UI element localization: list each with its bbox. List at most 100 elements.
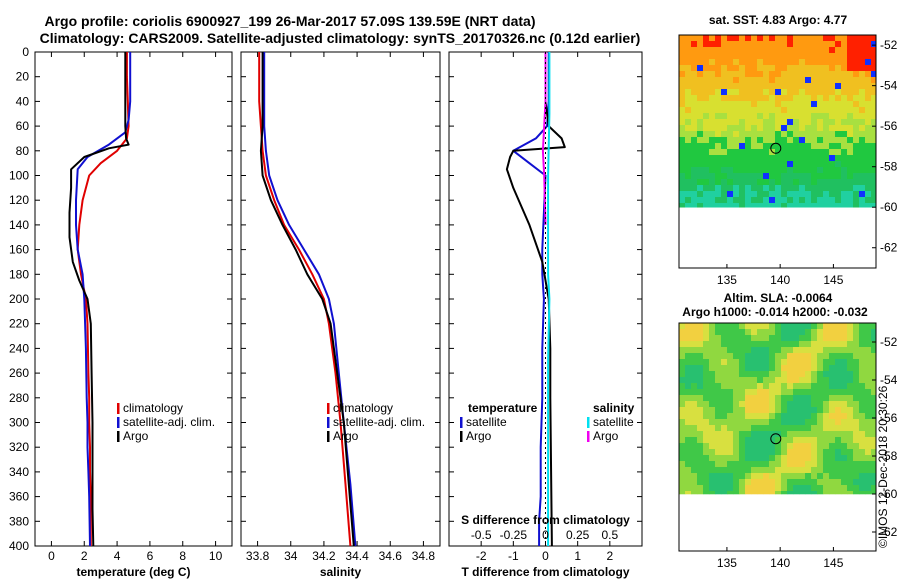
heatmap-cell (757, 173, 764, 180)
heatmap-cell (733, 377, 740, 384)
heatmap-cell (739, 83, 746, 90)
heatmap-cell (745, 425, 752, 432)
heatmap-cell (823, 425, 830, 432)
heatmap-cell (715, 401, 722, 408)
heatmap-cell (733, 419, 740, 426)
heatmap-cell (787, 35, 794, 42)
heatmap-cell (763, 89, 770, 96)
heatmap-cell (685, 35, 692, 42)
heatmap-cell (721, 71, 728, 78)
legend-label: satellite-adj. clim. (333, 415, 425, 429)
heatmap-cell (853, 179, 860, 186)
heatmap-cell (691, 149, 698, 156)
heatmap-cell (829, 467, 836, 474)
heatmap-cell (757, 83, 764, 90)
heatmap-cell (865, 101, 872, 108)
heatmap-cell (841, 323, 848, 330)
heatmap-cell (841, 101, 848, 108)
heatmap-cell (709, 323, 716, 330)
heatmap-cell (739, 371, 746, 378)
heatmap-cell (817, 83, 824, 90)
heatmap-cell (769, 461, 776, 468)
heatmap-cell (823, 203, 830, 208)
heatmap-cell (727, 419, 734, 426)
heatmap-cell (793, 341, 800, 348)
heatmap-cell (805, 179, 812, 186)
heatmap-cell (871, 143, 877, 150)
heatmap-cell (817, 203, 824, 208)
heatmap-cell (721, 377, 728, 384)
heatmap-cell (859, 155, 866, 162)
heatmap-cell (799, 161, 806, 168)
heatmap-cell (781, 473, 788, 480)
heatmap-cell (835, 395, 842, 402)
heatmap-cell (757, 383, 764, 390)
heatmap-cell (709, 155, 716, 162)
heatmap-cell (775, 413, 782, 420)
heatmap-cell (781, 131, 788, 138)
heatmap-cell (787, 401, 794, 408)
legend-label: climatology (333, 401, 393, 415)
heatmap-cell (805, 479, 812, 486)
heatmap-cell (775, 443, 782, 450)
heatmap-cell (745, 347, 752, 354)
heatmap-cell (733, 455, 740, 462)
heatmap-cell (763, 41, 770, 48)
heatmap-cell (853, 473, 860, 480)
heatmap-cell (811, 473, 818, 480)
heatmap-cell (841, 473, 848, 480)
heatmap-cell (823, 419, 830, 426)
top-tick-label: 0 (542, 528, 549, 542)
heatmap-cell (703, 173, 710, 180)
heatmap-cell (829, 485, 836, 492)
heatmap-cell (691, 143, 698, 150)
heatmap-cell (823, 149, 830, 156)
heatmap-cell (733, 137, 740, 144)
heatmap-cell (697, 113, 704, 120)
heatmap-cell (799, 65, 806, 72)
heatmap-cell (871, 419, 877, 426)
heatmap-cell (829, 77, 836, 84)
heatmap-cell (793, 359, 800, 366)
heatmap-cell (847, 329, 854, 336)
heatmap-cell (841, 59, 848, 66)
heatmap-cell (865, 419, 872, 426)
heatmap-cell (781, 485, 788, 492)
heatmap-cell (847, 53, 854, 60)
heatmap-cell (805, 329, 812, 336)
heatmap-cell (727, 155, 734, 162)
heatmap-cell (751, 95, 758, 102)
heatmap-cell (745, 377, 752, 384)
heatmap-cell (769, 83, 776, 90)
heatmap-cell (691, 365, 698, 372)
heatmap-cell (715, 179, 722, 186)
heatmap-cell (859, 371, 866, 378)
heatmap-cell (865, 413, 872, 420)
heatmap-cell (775, 59, 782, 66)
heatmap-cell (679, 107, 686, 114)
heatmap-cell (703, 119, 710, 126)
heatmap-cell (679, 185, 686, 192)
heatmap-cell (793, 125, 800, 132)
heatmap-cell (781, 89, 788, 96)
heatmap-cell (679, 353, 686, 360)
heatmap-cell (721, 101, 728, 108)
heatmap-cell (847, 347, 854, 354)
heatmap-cell (757, 59, 764, 66)
heatmap-cell (691, 137, 698, 144)
heatmap-cell (703, 167, 710, 174)
heatmap-cell (817, 419, 824, 426)
heatmap-cell (829, 137, 836, 144)
heatmap-cell (691, 77, 698, 84)
heatmap-cell (835, 371, 842, 378)
heatmap-cell (709, 167, 716, 174)
heatmap-cell (793, 65, 800, 72)
heatmap-cell (715, 89, 722, 96)
y-tick-label: 60 (16, 119, 30, 133)
heatmap-cell (787, 131, 794, 138)
heatmap-cell (757, 77, 764, 84)
heatmap-cell (823, 335, 830, 342)
heatmap-cell (769, 197, 776, 204)
heatmap-cell (685, 179, 692, 186)
heatmap-cell (787, 335, 794, 342)
